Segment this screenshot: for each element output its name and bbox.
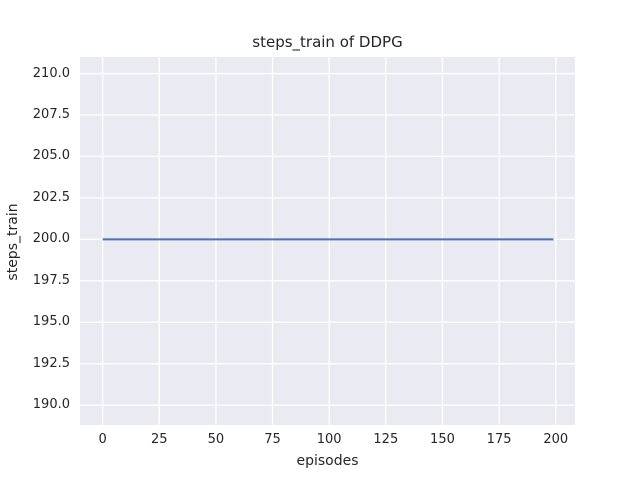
y-tick-label: 210.0 (32, 65, 70, 81)
x-tick-label: 175 (486, 432, 512, 447)
y-tick-label: 197.5 (32, 272, 70, 288)
chart-title: steps_train of DDPG (252, 33, 403, 51)
x-tick-label: 25 (151, 432, 168, 447)
x-tick-label: 50 (207, 432, 225, 447)
plot-area (80, 57, 575, 425)
x-tick-label: 75 (264, 432, 281, 447)
y-tick-label: 195.0 (32, 314, 70, 330)
x-tick-label: 200 (543, 432, 569, 447)
chart-canvas (80, 57, 575, 425)
x-axis-label: episodes (296, 453, 359, 469)
y-tick-label: 192.5 (32, 355, 70, 371)
y-tick-label: 205.0 (32, 148, 70, 164)
y-tick-label: 202.5 (32, 189, 70, 205)
x-tick-label: 100 (316, 432, 342, 447)
y-tick-label: 207.5 (32, 107, 70, 123)
x-tick-label: 125 (373, 432, 399, 447)
y-tick-label: 200.0 (32, 231, 70, 247)
y-tick-label: 190.0 (32, 397, 70, 413)
x-tick-label: 150 (430, 432, 455, 447)
x-tick-label: 0 (98, 432, 107, 447)
